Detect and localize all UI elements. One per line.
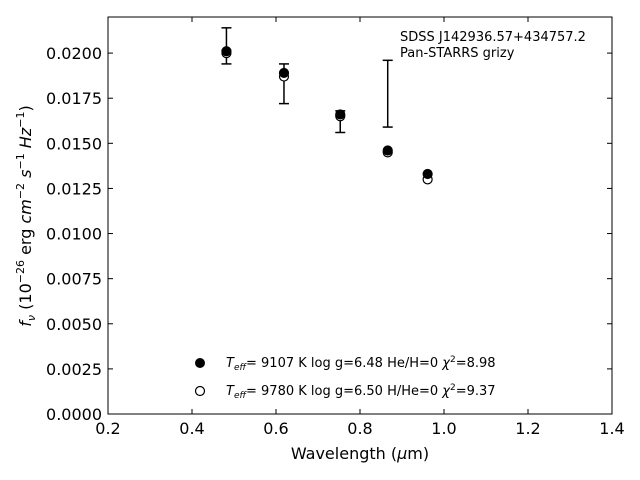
- x-tick-label: 0.4: [179, 419, 204, 438]
- x-tick-label: 0.6: [263, 419, 288, 438]
- plot-area: [107, 16, 613, 415]
- y-tick-label: 0.0150: [46, 134, 102, 153]
- y-tick-label: 0.0075: [46, 270, 102, 289]
- x-tick-label: 1.4: [599, 419, 624, 438]
- y-axis: 0.0000 0.0025 0.0050 0.0075 0.0100 0.0125 0.01…: [46, 44, 612, 424]
- x-tick-label: 0.8: [347, 419, 372, 438]
- legend-label-2: Teff= 9780 K log g=6.50 H/He=0 χ2=9.37: [226, 383, 496, 401]
- y-tick-label: 0.0125: [46, 179, 102, 198]
- y-tick-label: 0.0200: [46, 44, 102, 63]
- y-axis-label: fν (10−26 erg cm−2 s−1 Hz−1): [14, 105, 38, 326]
- data-markers: [221, 46, 433, 185]
- legend-marker-filled: [195, 358, 205, 368]
- x-axis: 0.2 0.4 0.6 0.8 1.0 1.2 1.4: [95, 17, 625, 438]
- y-tick-label: 0.0025: [46, 360, 102, 379]
- y-tick-label: 0.0175: [46, 89, 102, 108]
- y-tick-label: 0.0050: [46, 315, 102, 334]
- x-axis-label: Wavelength (μm): [291, 444, 429, 463]
- point-model-1: [221, 46, 232, 57]
- y-tick-label: 0.0000: [46, 405, 102, 424]
- point-model-1: [335, 109, 346, 120]
- x-tick-label: 1.0: [431, 419, 456, 438]
- x-tick-label: 1.2: [515, 419, 540, 438]
- point-model-1: [422, 168, 433, 180]
- y-tick-label: 0.0100: [46, 225, 102, 244]
- x-tick-label: 0.2: [95, 419, 120, 438]
- legend-label-1: Teff= 9107 K log g=6.48 He/H=0 χ2=8.98: [226, 355, 496, 373]
- point-model-1: [278, 67, 290, 79]
- point-model-1: [382, 145, 393, 156]
- legend: Teff= 9107 K log g=6.48 He/H=0 χ2=8.98 T…: [194, 355, 496, 401]
- annotation-line1: SDSS J142936.57+434757.2: [400, 30, 586, 45]
- legend-marker-open: [194, 385, 206, 397]
- annotation-line2: Pan-STARRS grizy: [400, 46, 515, 61]
